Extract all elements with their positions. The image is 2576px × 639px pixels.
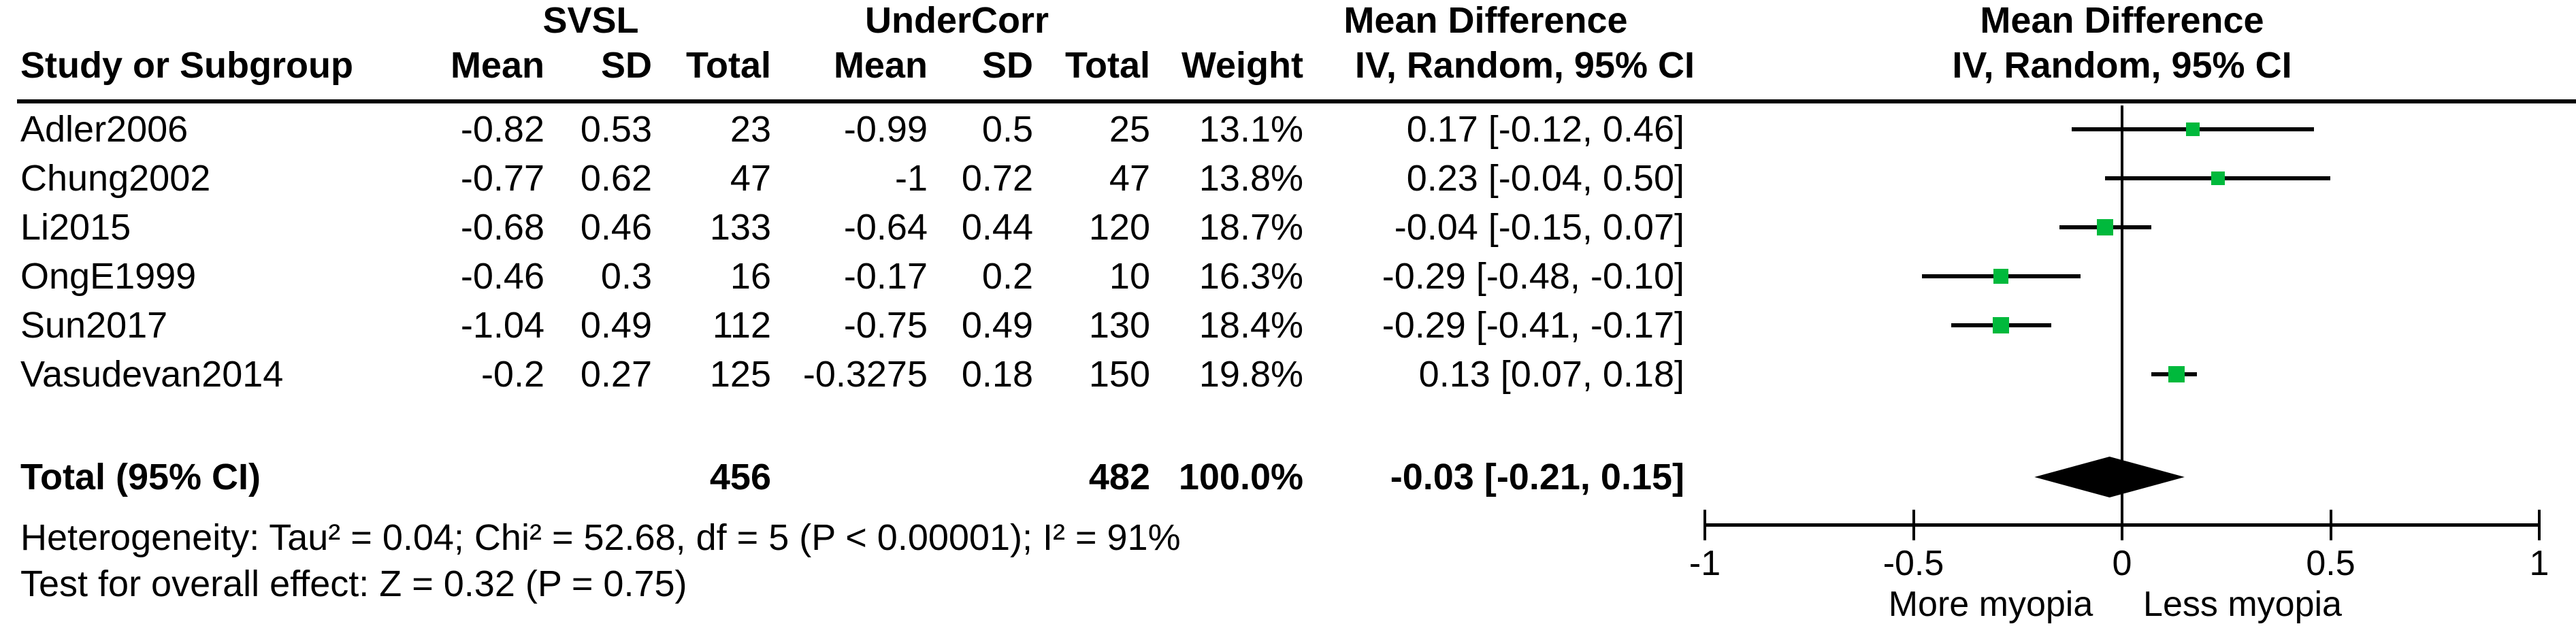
axis-tick-label: 1 xyxy=(2529,544,2549,583)
cell-g1-sd: 0.46 xyxy=(580,207,652,248)
cell-ci-text: 0.13 [0.07, 0.18] xyxy=(1418,354,1684,395)
zero-reference-line xyxy=(2121,105,2123,527)
g2-sd-header: SD xyxy=(981,45,1033,86)
point-estimate-square xyxy=(2211,171,2225,185)
study-name: Li2015 xyxy=(20,207,131,248)
study-name: Chung2002 xyxy=(20,158,211,199)
cell-weight: 16.3% xyxy=(1199,256,1303,297)
study-name: OngE1999 xyxy=(20,256,197,297)
cell-g2-sd: 0.5 xyxy=(981,109,1033,150)
cell-g2-total: 10 xyxy=(1109,256,1150,297)
point-estimate-square xyxy=(2186,122,2200,136)
axis-tick-label: 0 xyxy=(2112,544,2132,583)
total-g1-total: 456 xyxy=(709,457,771,497)
overall-effect-diamond xyxy=(2034,457,2185,497)
cell-g1-mean: -0.82 xyxy=(460,109,544,150)
cell-g1-sd: 0.49 xyxy=(580,305,652,346)
axis-tick-label: -1 xyxy=(1689,544,1721,583)
cell-g2-mean: -1 xyxy=(894,158,928,199)
g1-mean-header: Mean xyxy=(450,45,544,86)
header-rule xyxy=(17,99,2576,103)
cell-g2-sd: 0.18 xyxy=(961,354,1033,395)
g2-total-header: Total xyxy=(1065,45,1150,86)
axis-tick-label: -0.5 xyxy=(1882,544,1944,583)
cell-g2-total: 120 xyxy=(1088,207,1150,248)
cell-g2-total: 150 xyxy=(1088,354,1150,395)
cell-g1-total: 47 xyxy=(730,158,771,199)
cell-ci-text: -0.29 [-0.41, -0.17] xyxy=(1382,305,1684,346)
cell-g1-total: 112 xyxy=(712,305,771,346)
axis-left-direction-label: More myopia xyxy=(1888,585,2093,624)
md-column-title: Mean Difference xyxy=(1343,0,1628,41)
md-plot-title: Mean Difference xyxy=(1980,0,2264,41)
point-estimate-square xyxy=(1993,317,2009,333)
overall-effect-text: Test for overall effect: Z = 0.32 (P = 0… xyxy=(20,563,687,604)
study-name: Vasudevan2014 xyxy=(20,354,284,395)
md-plot-subtitle: IV, Random, 95% CI xyxy=(1952,45,2292,86)
total-g2-total: 482 xyxy=(1088,457,1150,497)
cell-g2-mean: -0.75 xyxy=(843,305,928,346)
cell-g1-mean: -0.46 xyxy=(460,256,544,297)
cell-g1-total: 16 xyxy=(730,256,771,297)
study-name: Adler2006 xyxy=(20,109,189,150)
g2-mean-header: Mean xyxy=(833,45,928,86)
weight-header: Weight xyxy=(1181,45,1303,86)
cell-g1-total: 23 xyxy=(730,109,771,150)
axis-right-direction-label: Less myopia xyxy=(2143,585,2342,624)
cell-g2-sd: 0.44 xyxy=(961,207,1033,248)
cell-g1-sd: 0.62 xyxy=(580,158,652,199)
point-estimate-square xyxy=(1993,269,2008,284)
axis-tick xyxy=(2121,510,2123,540)
cell-g1-total: 125 xyxy=(709,354,771,395)
total-weight: 100.0% xyxy=(1178,457,1303,497)
cell-g2-sd: 0.2 xyxy=(981,256,1033,297)
cell-weight: 13.8% xyxy=(1199,158,1303,199)
study-name: Sun2017 xyxy=(20,305,168,346)
cell-weight: 18.4% xyxy=(1199,305,1303,346)
axis-tick xyxy=(1912,510,1915,540)
md-column-subtitle: IV, Random, 95% CI xyxy=(1354,45,1695,86)
cell-g1-sd: 0.53 xyxy=(580,109,652,150)
cell-g2-mean: -0.64 xyxy=(843,207,928,248)
cell-g2-total: 47 xyxy=(1109,158,1150,199)
total-row-label: Total (95% CI) xyxy=(20,457,261,497)
cell-g1-sd: 0.3 xyxy=(600,256,652,297)
cell-weight: 18.7% xyxy=(1199,207,1303,248)
cell-g1-mean: -0.77 xyxy=(460,158,544,199)
group1-header: SVSL xyxy=(542,0,639,41)
cell-g1-mean: -0.68 xyxy=(460,207,544,248)
cell-g1-mean: -0.2 xyxy=(480,354,544,395)
point-estimate-square xyxy=(2168,366,2185,382)
cell-g1-mean: -1.04 xyxy=(460,305,544,346)
cell-g2-mean: -0.3275 xyxy=(802,354,928,395)
cell-g2-mean: -0.17 xyxy=(843,256,928,297)
cell-g1-sd: 0.27 xyxy=(580,354,652,395)
axis-tick xyxy=(2329,510,2332,540)
cell-weight: 19.8% xyxy=(1199,354,1303,395)
axis-tick-label: 0.5 xyxy=(2306,544,2355,583)
axis-tick xyxy=(1703,510,1706,540)
cell-g2-sd: 0.72 xyxy=(961,158,1033,199)
cell-g2-total: 130 xyxy=(1088,305,1150,346)
point-estimate-square xyxy=(2097,219,2113,235)
cell-ci-text: -0.04 [-0.15, 0.07] xyxy=(1394,207,1684,248)
total-ci-text: -0.03 [-0.21, 0.15] xyxy=(1390,457,1684,497)
axis-tick xyxy=(2538,510,2541,540)
cell-ci-text: -0.29 [-0.48, -0.10] xyxy=(1382,256,1684,297)
cell-ci-text: 0.17 [-0.12, 0.46] xyxy=(1406,109,1684,150)
cell-g2-total: 25 xyxy=(1109,109,1150,150)
study-column-header: Study or Subgroup xyxy=(20,45,353,86)
cell-g2-sd: 0.49 xyxy=(961,305,1033,346)
g1-sd-header: SD xyxy=(600,45,652,86)
cell-g2-mean: -0.99 xyxy=(843,109,928,150)
g1-total-header: Total xyxy=(686,45,771,86)
cell-g1-total: 133 xyxy=(709,207,771,248)
cell-ci-text: 0.23 [-0.04, 0.50] xyxy=(1406,158,1684,199)
group2-header: UnderCorr xyxy=(864,0,1049,41)
cell-weight: 13.1% xyxy=(1199,109,1303,150)
heterogeneity-text: Heterogeneity: Tau² = 0.04; Chi² = 52.68… xyxy=(20,517,1181,558)
